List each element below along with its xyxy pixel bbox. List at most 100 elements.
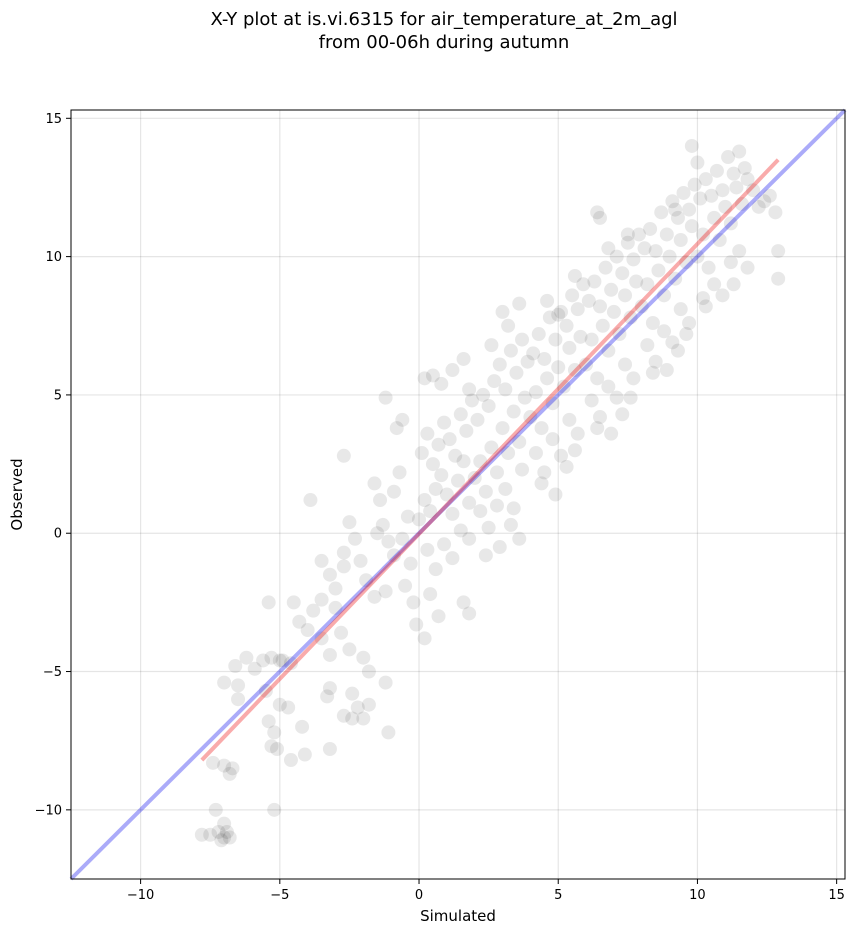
data-point [431, 437, 446, 452]
data-point [478, 484, 493, 499]
data-point [609, 249, 624, 264]
data-point [682, 202, 697, 217]
data-point [462, 606, 477, 621]
data-point [217, 675, 232, 690]
data-point [670, 343, 685, 358]
data-point [601, 379, 616, 394]
data-point [623, 310, 638, 325]
data-point [562, 412, 577, 427]
data-point [729, 180, 744, 195]
data-point [219, 824, 234, 839]
data-point [665, 194, 680, 209]
data-point [595, 318, 610, 333]
data-point [442, 432, 457, 447]
data-point [445, 363, 460, 378]
data-point [217, 816, 232, 831]
data-point [456, 595, 471, 610]
data-point [203, 827, 218, 842]
data-point [771, 244, 786, 259]
data-point [707, 210, 722, 225]
data-point [247, 661, 262, 676]
data-point [523, 410, 538, 425]
data-point [487, 374, 502, 389]
data-point [592, 299, 607, 314]
data-point [567, 443, 582, 458]
data-point [314, 631, 329, 646]
data-point [648, 354, 663, 369]
data-point [601, 241, 616, 256]
data-point [618, 357, 633, 372]
data-point [356, 650, 371, 665]
data-point [498, 481, 513, 496]
data-point [420, 426, 435, 441]
data-point [590, 205, 605, 220]
data-point [498, 382, 513, 397]
data-point [715, 288, 730, 303]
data-point [264, 650, 279, 665]
data-point [562, 340, 577, 355]
data-point [281, 700, 296, 715]
data-point [732, 144, 747, 159]
data-point [620, 227, 635, 242]
data-point [679, 255, 694, 270]
data-point [559, 459, 574, 474]
data-point [626, 252, 641, 267]
data-point [698, 299, 713, 314]
data-point [489, 498, 504, 513]
data-point [601, 343, 616, 358]
data-point [345, 686, 360, 701]
data-point [531, 327, 546, 342]
data-point [604, 282, 619, 297]
data-point [320, 689, 335, 704]
data-point [345, 711, 360, 726]
data-point [684, 219, 699, 234]
data-point [651, 263, 666, 278]
data-point [645, 365, 660, 380]
x-tick-label: 5 [554, 888, 562, 903]
data-point [579, 357, 594, 372]
data-point [598, 260, 613, 275]
data-point [684, 138, 699, 153]
y-tick-label: −5 [43, 665, 62, 680]
data-point [559, 318, 574, 333]
data-point [734, 197, 749, 212]
data-point [283, 656, 298, 671]
data-point [501, 318, 516, 333]
data-point [640, 277, 655, 292]
data-point [395, 412, 410, 427]
data-point [762, 188, 777, 203]
y-tick-label: 15 [45, 112, 62, 127]
data-point [503, 517, 518, 532]
data-point [361, 664, 376, 679]
data-point [629, 274, 644, 289]
data-point [682, 315, 697, 330]
data-point [718, 199, 733, 214]
data-point [476, 387, 491, 402]
data-point [512, 296, 527, 311]
data-point [520, 354, 535, 369]
data-point [570, 426, 585, 441]
data-point [668, 271, 683, 286]
data-point [696, 227, 711, 242]
x-tick-label: −10 [127, 888, 154, 903]
data-point [272, 653, 287, 668]
data-point [361, 697, 376, 712]
data-point [381, 725, 396, 740]
grid [71, 110, 845, 879]
data-point [545, 396, 560, 411]
fit-lines [69, 108, 847, 881]
y-axis-ticks: −10 −5 0 5 10 15 [35, 112, 71, 818]
data-point [283, 753, 298, 768]
data-point [690, 155, 705, 170]
data-point [295, 719, 310, 734]
chart-title: X-Y plot at is.vi.6315 for air_temperatu… [210, 9, 677, 53]
data-point [222, 766, 237, 781]
x-axis-label: Simulated [420, 907, 496, 925]
data-point [256, 653, 271, 668]
data-point [581, 293, 596, 308]
data-point [336, 545, 351, 560]
data-point [768, 205, 783, 220]
data-point [467, 470, 482, 485]
data-point [592, 410, 607, 425]
data-point [297, 747, 312, 762]
